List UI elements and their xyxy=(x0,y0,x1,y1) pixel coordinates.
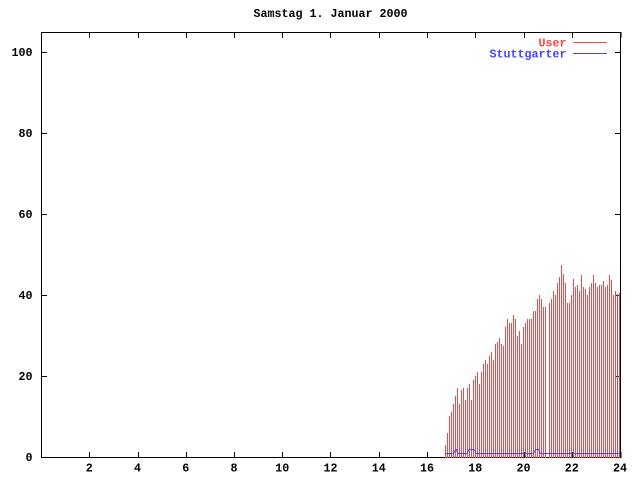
svg-text:40: 40 xyxy=(19,289,33,303)
svg-text:18: 18 xyxy=(468,462,482,476)
svg-text:22: 22 xyxy=(565,462,579,476)
svg-text:12: 12 xyxy=(324,462,338,476)
svg-text:20: 20 xyxy=(19,370,33,384)
svg-text:16: 16 xyxy=(420,462,434,476)
svg-text:Stuttgarter: Stuttgarter xyxy=(490,48,567,62)
svg-text:0: 0 xyxy=(26,451,33,465)
svg-text:14: 14 xyxy=(372,462,386,476)
svg-text:60: 60 xyxy=(19,208,33,222)
svg-text:6: 6 xyxy=(182,462,189,476)
svg-text:10: 10 xyxy=(275,462,289,476)
svg-text:20: 20 xyxy=(517,462,531,476)
svg-text:24: 24 xyxy=(613,462,627,476)
svg-text:80: 80 xyxy=(19,127,33,141)
svg-text:User: User xyxy=(539,37,567,51)
svg-text:Samstag 1. Januar 2000: Samstag 1. Januar 2000 xyxy=(254,7,408,21)
svg-text:100: 100 xyxy=(12,46,33,60)
svg-text:4: 4 xyxy=(134,462,141,476)
svg-text:8: 8 xyxy=(231,462,238,476)
svg-text:2: 2 xyxy=(86,462,93,476)
